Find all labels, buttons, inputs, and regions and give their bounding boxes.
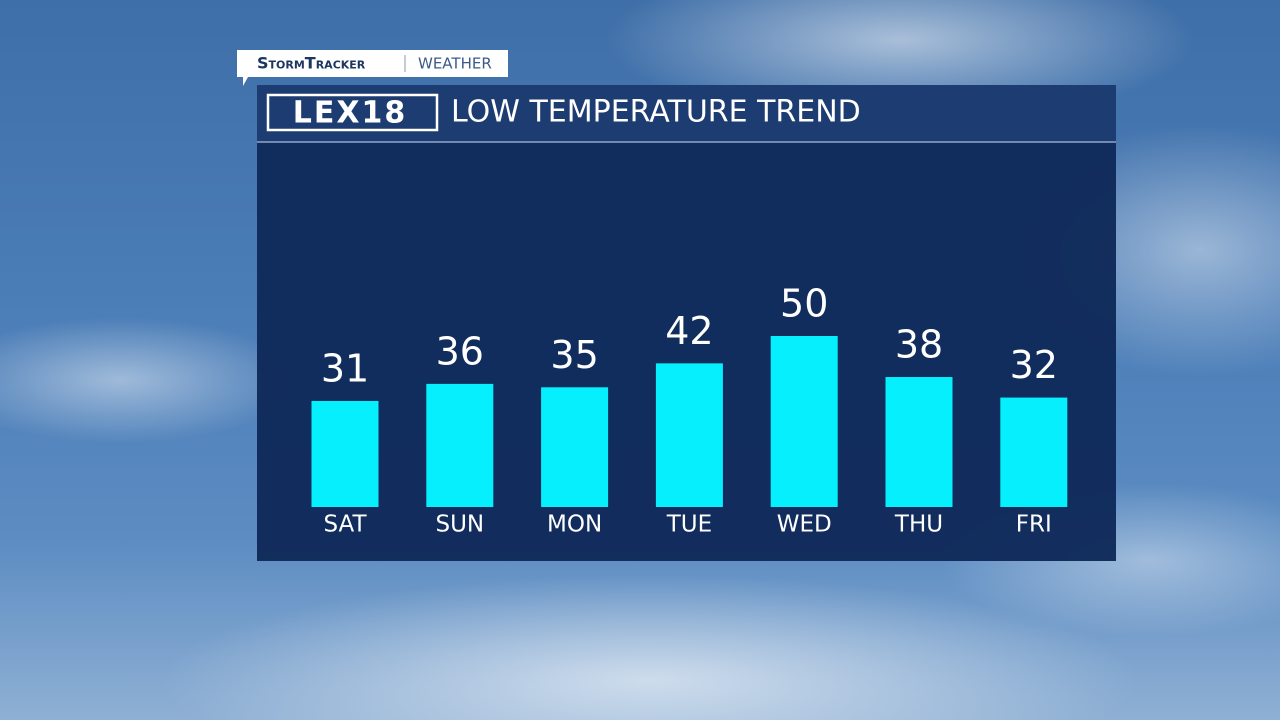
- logo-box: [266, 93, 439, 132]
- chart-title: LOW TEMPERATURE TREND: [451, 95, 861, 130]
- bar: [426, 383, 494, 507]
- bar: [770, 336, 838, 507]
- bar: [311, 400, 379, 507]
- bar: [655, 363, 723, 507]
- value-label: 42: [665, 309, 713, 353]
- x-tick-label: SUN: [435, 512, 484, 538]
- value-label: 35: [550, 333, 598, 377]
- bar: [541, 387, 609, 507]
- x-tick-label: TUE: [666, 512, 712, 538]
- value-label: 31: [321, 346, 369, 390]
- logo: LEX18: [293, 96, 408, 131]
- value-label: 38: [895, 323, 943, 367]
- value-label: 50: [780, 282, 828, 326]
- section: WEATHER: [418, 55, 492, 73]
- x-tick-label: WED: [777, 512, 832, 538]
- bar: [885, 377, 953, 507]
- value-label: 36: [436, 329, 484, 373]
- x-tick-label: SAT: [323, 512, 367, 538]
- x-tick-label: MON: [547, 512, 602, 538]
- bar: [1000, 397, 1068, 507]
- brand: StormTracker: [257, 54, 366, 73]
- x-tick-label: THU: [894, 512, 943, 538]
- value-label: 32: [1010, 343, 1058, 387]
- x-tick-label: FRI: [1016, 512, 1052, 538]
- brand-tag: [237, 50, 508, 86]
